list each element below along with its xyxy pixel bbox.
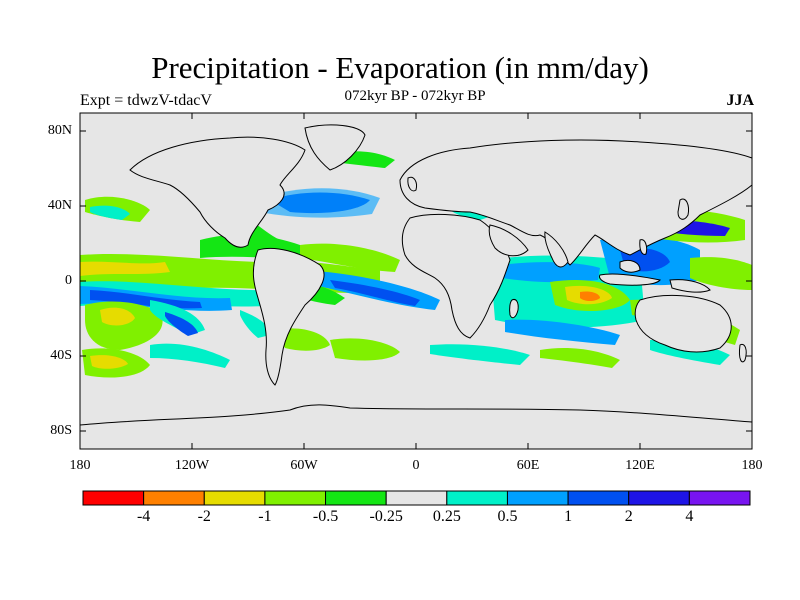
colorbar-swatch [264,490,327,506]
axis-ticks [79,113,753,449]
madagascar [509,299,519,319]
contour-green-trop-atl [300,243,400,272]
contour-green-wp3 [690,257,752,290]
colorbar-label: 0.5 [497,508,518,525]
lat-label-80n: 80N [47,123,72,138]
chart-title: Precipitation - Evaporation (in mm/day) [151,50,649,85]
colorbar-label: -4 [136,508,151,525]
contour-darkblue-satl [330,280,420,306]
borneo [619,259,641,273]
north-america [129,136,306,248]
contour-yellow-patch [80,261,170,276]
colorbar-swatch [688,490,751,506]
colorbar-swatch [203,490,266,506]
contour-cyan-satl [240,310,270,338]
colorbar-swatch [385,490,448,506]
lon-label-60e: 60E [516,458,540,473]
lon-label-120w: 120W [174,458,210,473]
british-isles [407,176,417,192]
colorbar-label: -2 [197,508,211,525]
south-america [252,247,325,386]
lon-label-0: 0 [412,458,420,473]
colorbar-swatch [82,490,145,506]
colorbar-swatch [446,490,508,506]
contour-blue-io [500,262,600,283]
colorbar-swatch [325,490,387,506]
colorbar-label: 4 [685,508,694,525]
new-guinea [669,279,711,293]
colorbar-swatch [567,490,630,506]
antarctica [79,404,753,450]
lon-label-180w: 180 [69,458,91,473]
lon-label-60w: 60W [290,458,318,473]
experiment-label: Expt = tdwzV-tdacV [80,92,212,109]
australia [634,294,732,353]
contour-green-sa [275,328,330,351]
africa [401,213,511,339]
contour-yellow-sp [100,307,135,326]
lat-label-80s: 80S [50,423,72,438]
contour-green-io2 [540,348,620,368]
arabia [488,224,529,257]
lat-label-0: 0 [65,273,72,288]
japan [677,198,689,220]
contour-green-satl2 [330,338,400,361]
contour-blue-sp [165,312,198,336]
colorbar-swatch [143,490,205,506]
colorbar-label: -1 [258,508,272,525]
lon-label-120e: 120E [625,458,655,473]
colorbar-label: -0.5 [312,508,339,525]
colorbar-label: 1 [564,508,573,525]
chart-subtitle: 072kyr BP - 072kyr BP [344,88,486,104]
indonesia [599,273,661,286]
contour-cyan-so [430,344,530,365]
contour-cyan-atl [260,188,380,218]
contour-darkblue-band [90,290,202,309]
colorbar [82,490,751,506]
philippines [639,239,648,255]
contour-blue-io2 [505,319,620,345]
contour-cyan-sp3 [150,343,230,368]
colorbar-label: 2 [624,508,633,525]
coastlines [79,124,753,450]
contour-cyan-np [90,205,130,220]
lat-label-40n: 40N [47,198,72,213]
india [544,231,569,268]
lat-label-40s: 40S [50,348,72,363]
eurasia [399,139,753,266]
colorbar-swatch [506,490,569,506]
new-zealand [739,343,747,363]
colorbar-swatch [628,490,690,506]
lon-label-180e: 180 [741,458,763,473]
contour-orange-io [580,291,600,301]
greenland [304,124,366,171]
season-label: JJA [726,92,754,109]
contour-yellow-sp2 [90,355,128,369]
colorbar-label: 0.25 [432,508,461,525]
colorbar-label: -0.25 [369,508,403,525]
